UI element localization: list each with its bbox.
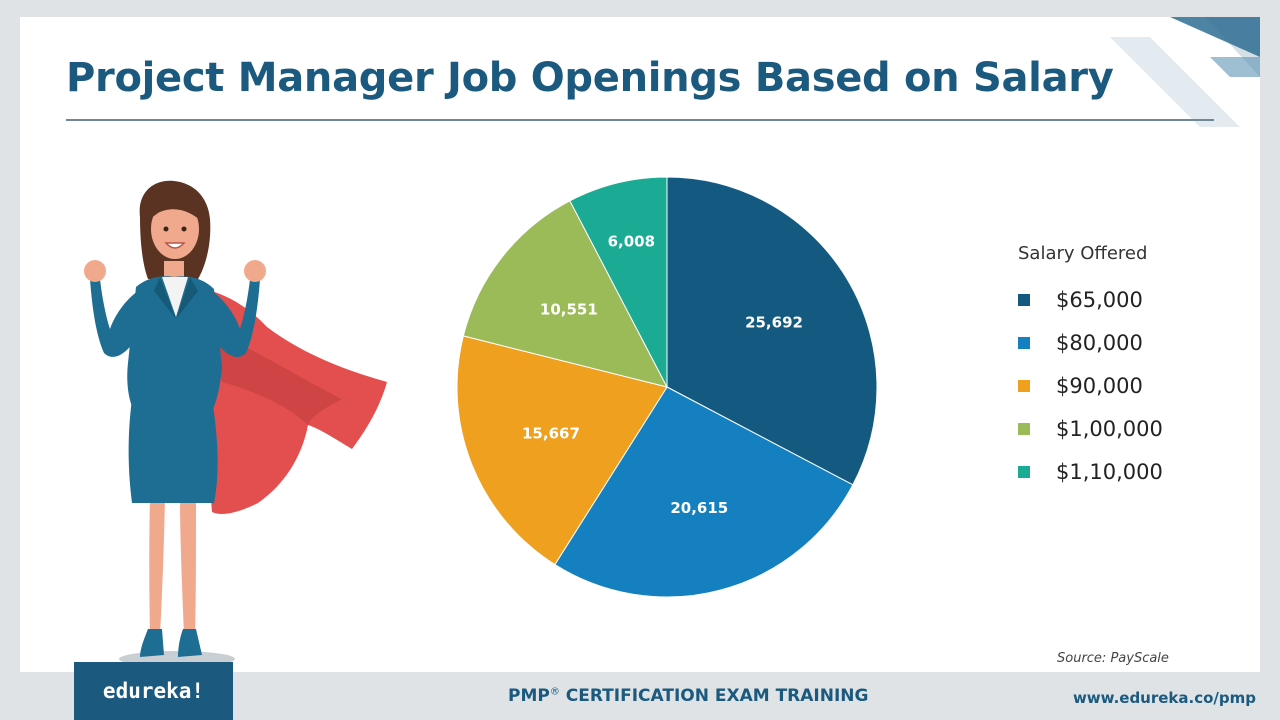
legend-label: $80,000 [1056, 330, 1143, 355]
legend-item: $65,000 [1018, 278, 1163, 321]
legend-label: $90,000 [1056, 373, 1143, 398]
pie-value-labels: 25,692 20,615 15,667 10,551 6,008 [522, 232, 803, 516]
legend-item: $1,00,000 [1018, 407, 1163, 450]
course-rest: CERTIFICATION EXAM TRAINING [559, 686, 869, 706]
legend-item: $80,000 [1018, 321, 1163, 364]
legend-label: $65,000 [1056, 287, 1143, 312]
slide: Project Manager Job Openings Based on Sa… [20, 17, 1260, 672]
legend-item: $90,000 [1018, 364, 1163, 407]
pie-slice-2 [554, 386, 854, 598]
pie-slices [456, 176, 878, 598]
legend-swatch [1018, 336, 1030, 349]
legend-swatch [1018, 422, 1030, 435]
page-title: Project Manager Job Openings Based on Sa… [66, 55, 1114, 101]
footer-url-link[interactable]: www.edureka.co/pmp [1072, 689, 1256, 707]
slice-value-label: 6,008 [608, 232, 655, 250]
slice-value-label: 25,692 [745, 313, 803, 331]
slice-value-label: 10,551 [540, 301, 598, 319]
superhero-businesswoman-illustration-icon [84, 180, 387, 667]
pie-chart: 25,692 20,615 15,667 10,551 6,008 [456, 176, 878, 598]
source-note: Source: PayScale [1057, 651, 1169, 666]
legend-swatch [1018, 293, 1030, 306]
legend-swatch [1018, 379, 1030, 392]
corner-decoration-icon [1110, 17, 1260, 127]
registered-mark: ® [549, 686, 560, 698]
pie-slice-3 [456, 335, 668, 566]
legend-swatch [1018, 465, 1030, 478]
pie-slice-1 [666, 176, 878, 486]
title-divider [66, 119, 1214, 121]
pie-slice-4 [462, 200, 668, 388]
legend-label: $1,00,000 [1056, 416, 1163, 441]
legend-item: $1,10,000 [1018, 450, 1163, 493]
pie-slice-5 [569, 176, 668, 388]
edureka-logo: edureka! [74, 662, 233, 720]
course-title: PMP® CERTIFICATION EXAM TRAINING [508, 686, 868, 706]
legend-items: $65,000 $80,000 $90,000 $1,00,000 $1,10,000 [1018, 278, 1163, 493]
legend-title: Salary Offered [1018, 243, 1148, 264]
course-main: PMP [508, 686, 550, 706]
chart-legend: Salary Offered $65,000 $80,000 $90,000 $1,0… [1018, 243, 1163, 493]
slice-value-label: 15,667 [522, 424, 580, 442]
slice-value-label: 20,615 [670, 499, 728, 517]
legend-label: $1,10,000 [1056, 459, 1163, 484]
